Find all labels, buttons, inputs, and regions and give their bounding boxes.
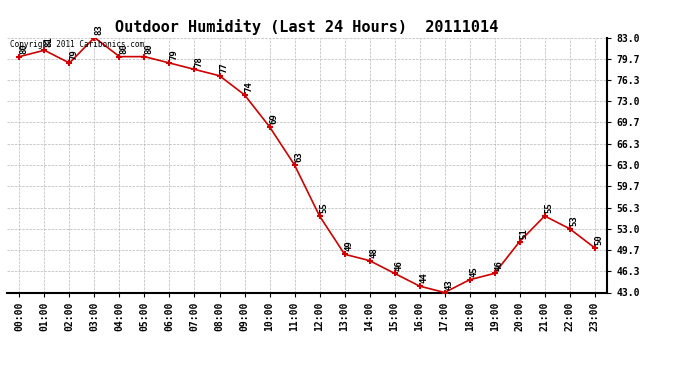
Text: 77: 77 [219, 62, 228, 73]
Text: 43: 43 [444, 279, 453, 290]
Text: 63: 63 [294, 152, 303, 162]
Text: 53: 53 [569, 215, 578, 226]
Text: 79: 79 [169, 50, 178, 60]
Text: 45: 45 [469, 266, 478, 277]
Text: 48: 48 [369, 247, 378, 258]
Text: 80: 80 [119, 43, 128, 54]
Text: 44: 44 [420, 273, 428, 284]
Title: Outdoor Humidity (Last 24 Hours)  20111014: Outdoor Humidity (Last 24 Hours) 2011101… [115, 19, 499, 35]
Text: 55: 55 [319, 202, 328, 213]
Text: 79: 79 [69, 50, 78, 60]
Text: Copyright 2011 Caribonics.com: Copyright 2011 Caribonics.com [10, 40, 144, 49]
Text: 55: 55 [544, 202, 553, 213]
Text: 80: 80 [144, 43, 153, 54]
Text: 74: 74 [244, 81, 253, 92]
Text: 83: 83 [94, 24, 103, 35]
Text: 80: 80 [19, 43, 28, 54]
Text: 49: 49 [344, 241, 353, 252]
Text: 81: 81 [44, 37, 53, 48]
Text: 78: 78 [194, 56, 203, 67]
Text: 51: 51 [520, 228, 529, 239]
Text: 46: 46 [494, 260, 503, 271]
Text: 69: 69 [269, 113, 278, 124]
Text: 46: 46 [394, 260, 403, 271]
Text: 50: 50 [594, 234, 603, 245]
